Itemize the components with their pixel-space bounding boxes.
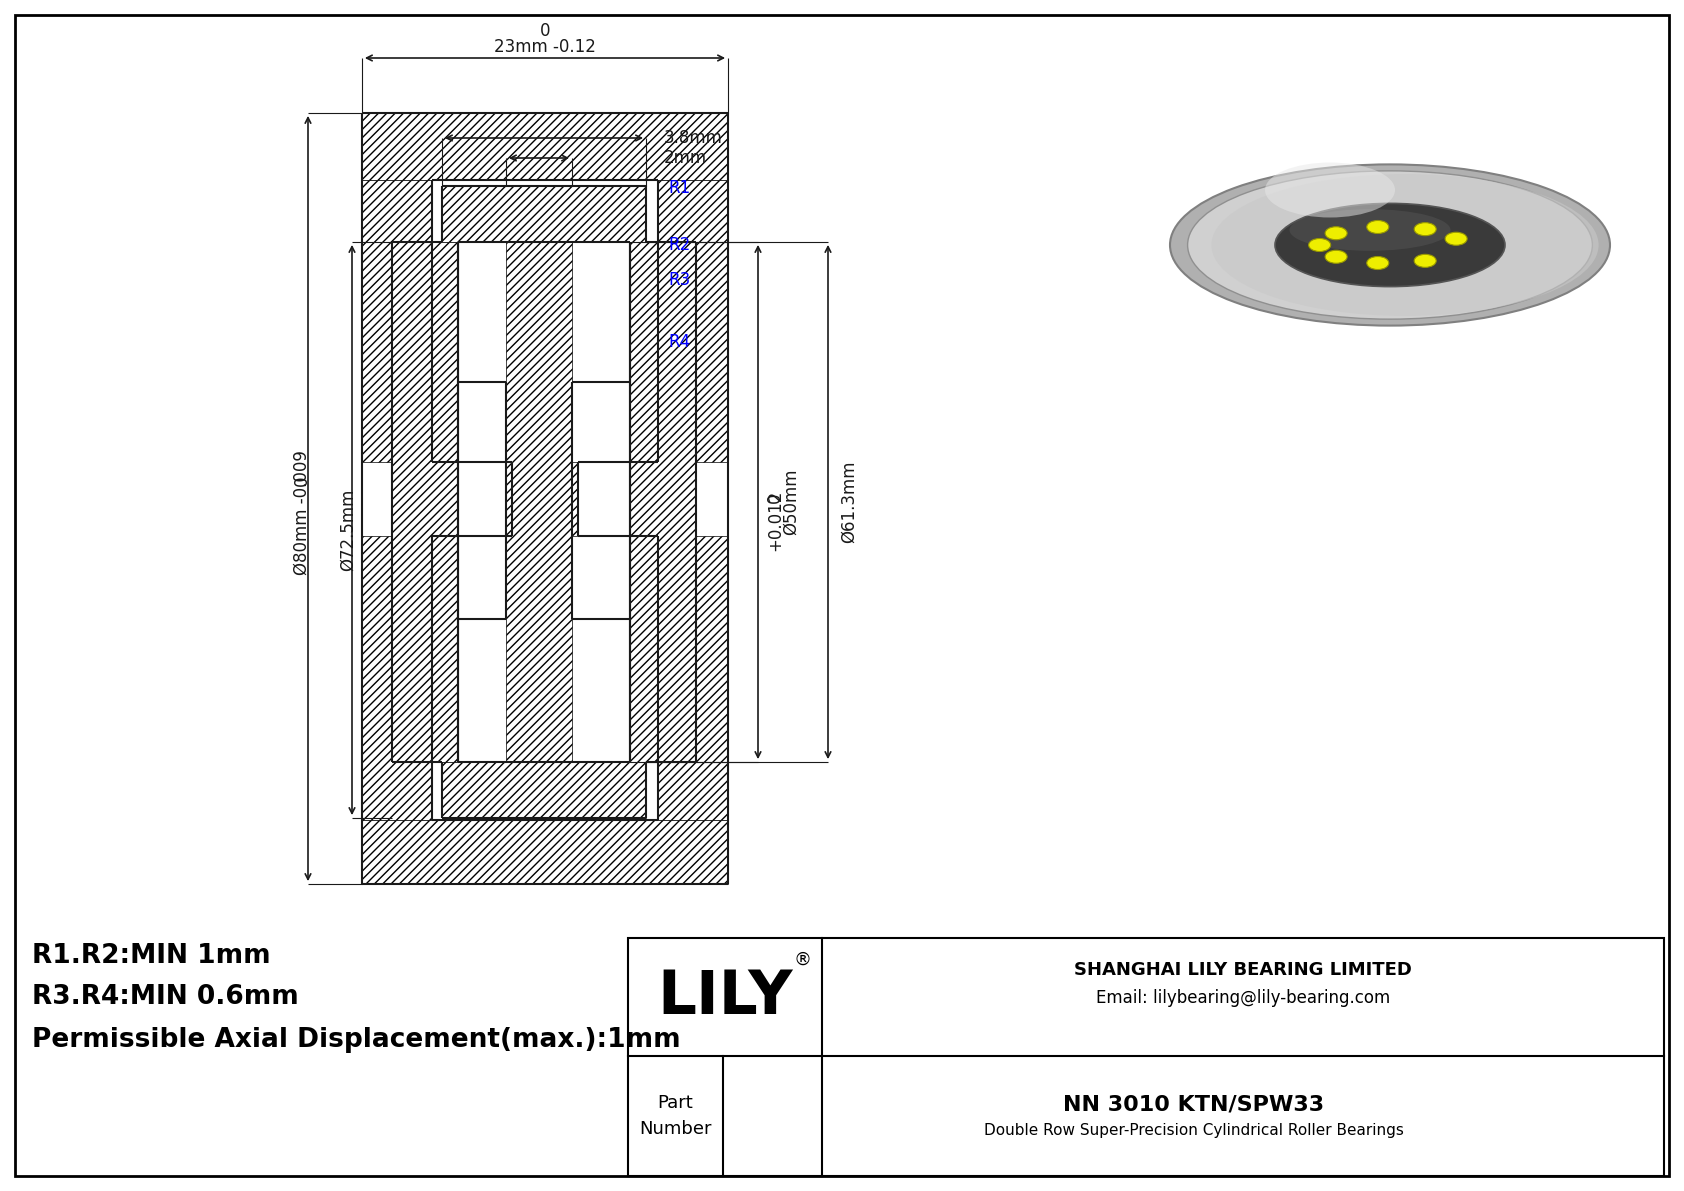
Ellipse shape (1290, 210, 1450, 251)
Text: R3.R4:MIN 0.6mm: R3.R4:MIN 0.6mm (32, 984, 298, 1010)
Bar (441, 762, 647, 818)
Bar (505, 242, 573, 762)
Text: Double Row Super-Precision Cylindrical Roller Bearings: Double Row Super-Precision Cylindrical R… (983, 1122, 1403, 1137)
Text: Email: lilybearing@lily-bearing.com: Email: lilybearing@lily-bearing.com (1096, 989, 1389, 1008)
Text: Permissible Axial Displacement(max.):1mm: Permissible Axial Displacement(max.):1mm (32, 1027, 680, 1053)
Ellipse shape (1325, 226, 1347, 239)
Ellipse shape (1308, 238, 1330, 251)
Bar (362, 536, 433, 819)
Text: Part
Number: Part Number (640, 1095, 712, 1137)
Ellipse shape (1275, 204, 1505, 287)
Ellipse shape (1325, 250, 1347, 263)
Text: SHANGHAI LILY BEARING LIMITED: SHANGHAI LILY BEARING LIMITED (1074, 961, 1411, 979)
Bar (441, 186, 647, 242)
Text: Ø80mm -0.009: Ø80mm -0.009 (293, 450, 312, 575)
Text: 0: 0 (766, 493, 785, 504)
Text: R1: R1 (669, 179, 690, 197)
Text: R3: R3 (669, 272, 690, 289)
Ellipse shape (1367, 220, 1389, 233)
Text: 23mm -0.12: 23mm -0.12 (493, 38, 596, 56)
Text: R1.R2:MIN 1mm: R1.R2:MIN 1mm (32, 943, 271, 969)
Bar (630, 242, 695, 762)
Ellipse shape (1211, 174, 1598, 316)
Text: 0: 0 (293, 475, 312, 486)
Ellipse shape (1445, 232, 1467, 245)
Text: 2mm: 2mm (663, 149, 707, 167)
Bar (628, 939, 1664, 1176)
Bar (658, 180, 727, 462)
Text: NN 3010 KTN/SPW33: NN 3010 KTN/SPW33 (1063, 1095, 1324, 1114)
Text: 0: 0 (541, 21, 551, 40)
Bar (512, 462, 578, 536)
Ellipse shape (1187, 170, 1593, 319)
Text: Ø50mm: Ø50mm (781, 469, 800, 535)
Text: 3.8mm: 3.8mm (663, 129, 722, 146)
Text: Ø61.3mm: Ø61.3mm (840, 461, 859, 543)
Text: ®: ® (793, 950, 812, 969)
Text: R2: R2 (669, 236, 690, 254)
Text: LILY: LILY (657, 967, 793, 1027)
Bar (392, 242, 458, 762)
Bar (362, 180, 433, 462)
Ellipse shape (1415, 223, 1436, 236)
Ellipse shape (1415, 255, 1436, 267)
Bar (658, 536, 727, 819)
Text: Ø72.5mm: Ø72.5mm (338, 488, 357, 572)
Bar (362, 819, 727, 884)
Ellipse shape (1265, 162, 1394, 218)
Bar (362, 113, 727, 180)
Text: R4: R4 (669, 333, 690, 351)
Ellipse shape (1170, 164, 1610, 325)
Ellipse shape (1367, 256, 1389, 269)
Text: +0.012: +0.012 (766, 490, 785, 550)
